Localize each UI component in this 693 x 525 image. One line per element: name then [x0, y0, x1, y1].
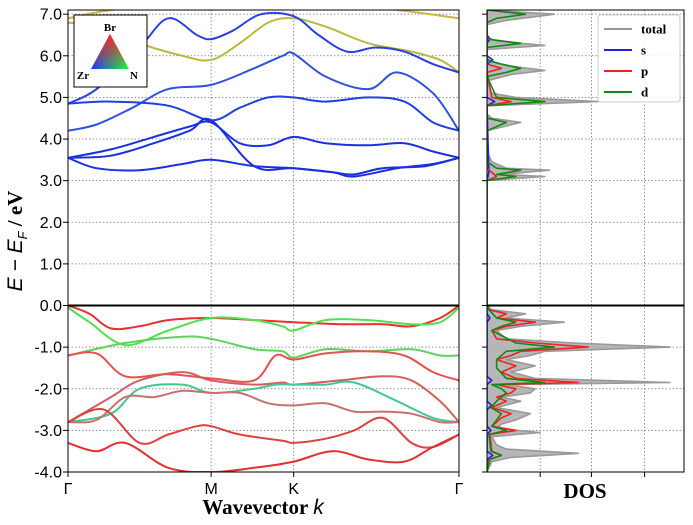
band-ytick-label-0: -4.0 [34, 465, 62, 482]
triangle-label-right: N [130, 70, 138, 82]
band-line-11 [68, 350, 459, 383]
band-line-10 [68, 335, 459, 359]
band-plot-frame [67, 9, 460, 473]
band-ytick-label-3: -1.0 [34, 340, 62, 357]
dos-plot-frame [486, 9, 685, 473]
legend-label-p: p [641, 64, 648, 79]
band-ytick-label-9: 5.0 [40, 90, 62, 107]
band-line-5 [68, 120, 459, 159]
band-line-3 [68, 51, 459, 132]
dos-line-d [487, 10, 556, 472]
band-ktick-label-2: K [288, 481, 299, 498]
band-line-12 [68, 371, 459, 423]
triangle-label-left: Zr [77, 70, 89, 82]
triangle-label-top: Br [104, 22, 116, 34]
projection-triangle-inset: Br Zr N [73, 14, 148, 88]
band-line-13 [68, 380, 459, 424]
legend-label-s: s [641, 43, 646, 58]
band-ytick-label-1: -3.0 [34, 423, 62, 440]
band-y-ticks: -4.0 -3.0 -2.0 -1.0 0.0 1.0 2.0 3.0 4.0 5.0 6.0 7.0 [34, 7, 68, 482]
band-ktick-label-1: M [204, 481, 217, 498]
dos-legend: total spd [597, 14, 681, 103]
band-x-axis-label: Wavevector k [202, 495, 325, 519]
dos-line-p [487, 10, 589, 472]
legend-frame [597, 14, 681, 103]
band-line-14 [68, 389, 459, 424]
band-line-7 [68, 156, 459, 178]
band-line-9 [68, 306, 459, 347]
band-line-6 [68, 117, 459, 176]
band-ktick-label-3: Γ [455, 481, 464, 498]
legend-label-total: total [641, 22, 667, 37]
band-line-16 [68, 433, 459, 472]
y-label-sub: F [15, 230, 30, 239]
band-ytick-label-6: 2.0 [40, 215, 62, 232]
x-label-prefix: Wavevector [202, 495, 313, 519]
legend-label-d: d [641, 85, 649, 100]
dos-curves [487, 10, 671, 472]
band-ytick-label-5: 1.0 [40, 256, 62, 273]
band-ytick-label-4: 0.0 [40, 298, 62, 315]
band-ktick-label-0: Γ [64, 481, 73, 498]
projection-triangle-overlay [91, 34, 129, 69]
band-line-2 [68, 11, 459, 105]
x-label-variable: k [313, 496, 325, 519]
dos-line-s [487, 10, 496, 472]
band-ytick-label-11: 7.0 [40, 7, 62, 24]
dos-x-axis-label: DOS [563, 479, 606, 503]
band-ytick-label-8: 4.0 [40, 132, 62, 149]
y-label-main: E − E [4, 238, 27, 291]
dos-ticks [482, 13, 646, 477]
band-ytick-label-2: -2.0 [34, 381, 62, 398]
band-ytick-label-7: 3.0 [40, 173, 62, 190]
band-y-axis-label: E − EF / eV [3, 191, 30, 292]
band-line-15 [68, 408, 459, 449]
dos-line-total [487, 10, 671, 472]
band-line-4 [68, 95, 459, 132]
y-label-unit: / eV [3, 191, 27, 232]
band-ytick-label-10: 6.0 [40, 48, 62, 65]
